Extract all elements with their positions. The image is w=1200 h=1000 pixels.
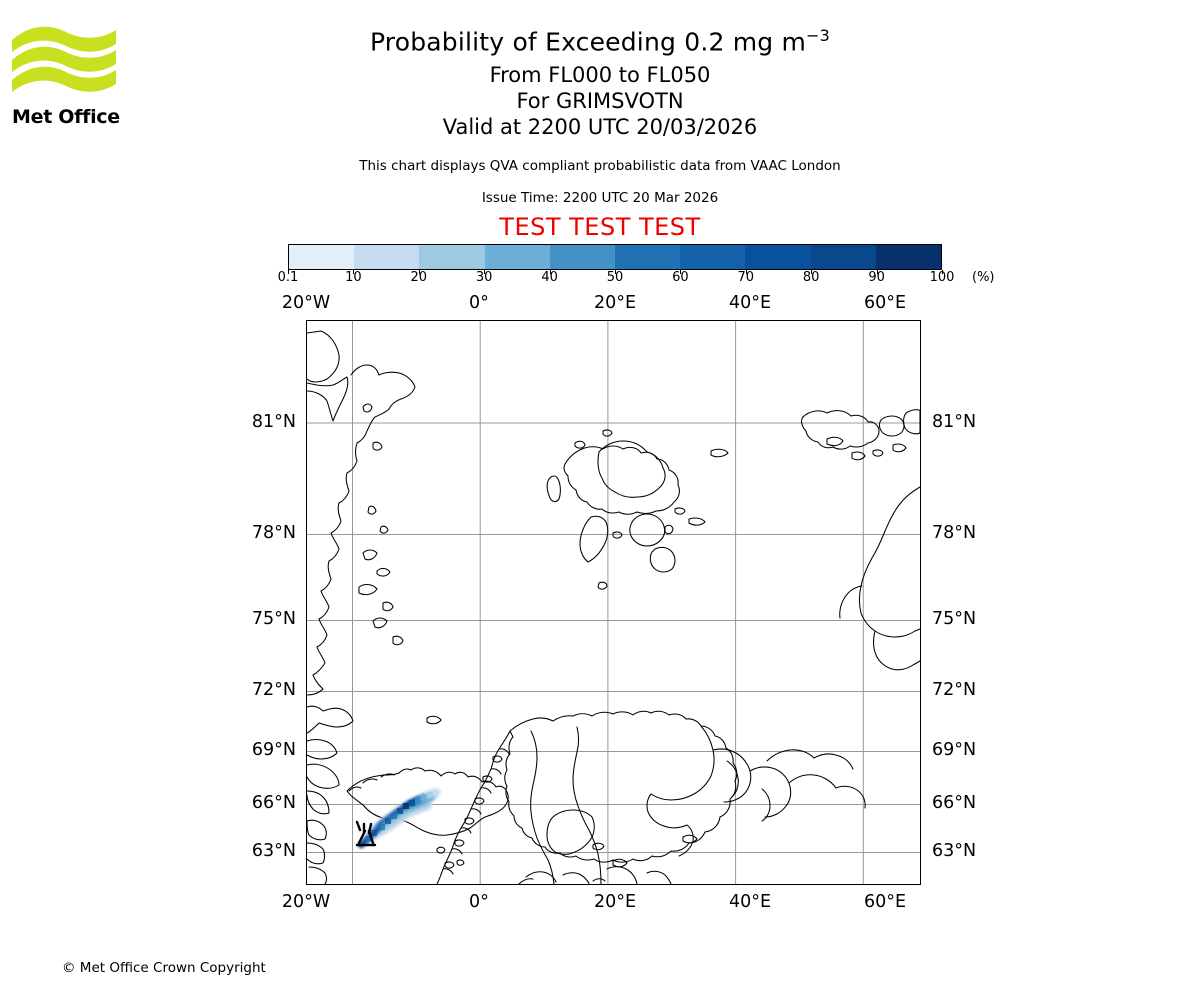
copyright-footer: © Met Office Crown Copyright [62,960,266,976]
colorbar-tick-7 [745,270,747,274]
colorbar-tick-3 [484,270,486,274]
lon-label-bottom-text-4: 60°E [863,892,907,912]
qva-compliance-note: This chart displays QVA compliant probab… [359,158,841,174]
colorbar-segment-0 [289,245,355,269]
colorbar-tick-9 [876,270,878,274]
page-title: Probability of Exceeding 0.2 mg m−3 [0,26,1200,56]
colorbar-label-6: 60 [672,270,689,285]
lon-label-bottom-text-0: 20°W [281,892,331,912]
ash-probability-plume [357,788,442,849]
colorbar-segment-7 [745,245,811,269]
colorbar-label-9: 90 [868,270,885,285]
colorbar-label-2: 20 [410,270,428,285]
lon-label-top-text-0: 20°W [281,293,331,313]
lon-label-top-text-4: 60°E [863,293,907,313]
lat-label-right-1: 78°N [932,523,977,543]
volcano-name-subtitle: For GRIMSVOTN [516,89,684,113]
coastlines [307,330,920,884]
colorbar-label-5: 50 [606,270,624,285]
lat-label-left-1: 78°N [251,523,296,543]
colorbar-segment-9 [875,245,942,269]
colorbar-tick-8 [811,270,813,274]
met-office-logo: Met Office [10,18,120,128]
colorbar-label-8: 80 [802,270,820,285]
grimsvotn-volcano-marker [355,820,377,847]
lon-label-top-text-3: 40°E [728,293,772,313]
colorbar-segment-2 [419,245,485,269]
colorbar-segment-6 [680,245,746,269]
colorbar-tick-1 [353,270,355,274]
map-gridlines [307,321,920,884]
page-title-text: Probability of Exceeding 0.2 mg m [369,27,807,57]
colorbar-tick-0 [288,270,289,274]
colorbar-label-0: 0.1 [277,270,299,285]
colorbar-tick-2 [418,270,420,274]
colorbar-label-3: 30 [475,270,493,285]
colorbar-segment-8 [810,245,876,269]
lon-label-bottom-text-2: 20°E [593,892,637,912]
valid-time-subtitle: Valid at 2200 UTC 20/03/2026 [442,115,758,139]
lat-label-right-3: 72°N [932,680,977,700]
colorbar-tick-4 [549,270,551,274]
flight-level-subtitle: From FL000 to FL050 [489,63,711,87]
lat-label-right-2: 75°N [932,609,977,629]
colorbar-segment-4 [549,245,616,269]
colorbar-tick-10 [942,270,943,274]
lat-label-left-0: 81°N [251,412,296,432]
met-office-logo-text: Met Office [12,106,120,128]
colorbar-segment-1 [354,245,420,269]
map-canvas [307,321,920,884]
lat-label-left-2: 75°N [251,609,296,629]
forecast-map[interactable] [306,320,921,885]
lat-label-right-5: 66°N [932,793,977,813]
colorbar-segment-5 [615,245,681,269]
issue-time-text: Issue Time: 2200 UTC 20 Mar 2026 [481,190,719,206]
colorbar-label-4: 40 [541,270,558,285]
lat-label-left-3: 72°N [251,680,296,700]
lat-label-right-6: 63°N [932,841,977,861]
probability-colorbar [288,244,943,274]
colorbar-tick-6 [680,270,682,274]
colorbar-segment-3 [484,245,550,269]
colorbar-label-10: 100 [929,270,955,285]
lon-label-top-text-1: 0° [469,293,489,313]
colorbar-unit-label: (%) [972,270,995,285]
colorbar-tick-5 [615,270,616,274]
colorbar-label-1: 10 [345,270,362,285]
lat-label-left-4: 69°N [251,740,296,760]
lon-label-bottom-text-1: 0° [469,892,489,912]
page-title-exponent: −3 [806,26,831,45]
lat-label-left-6: 63°N [251,841,296,861]
lon-label-top-text-2: 20°E [593,293,637,313]
lon-label-bottom-text-3: 40°E [728,892,772,912]
lat-label-right-4: 69°N [932,740,977,760]
lat-label-right-0: 81°N [932,412,977,432]
met-office-waves-icon [12,26,116,92]
colorbar-gradient [288,244,942,270]
lat-label-left-5: 66°N [251,793,296,813]
test-banner: TEST TEST TEST [499,213,701,241]
colorbar-label-7: 70 [737,270,755,285]
